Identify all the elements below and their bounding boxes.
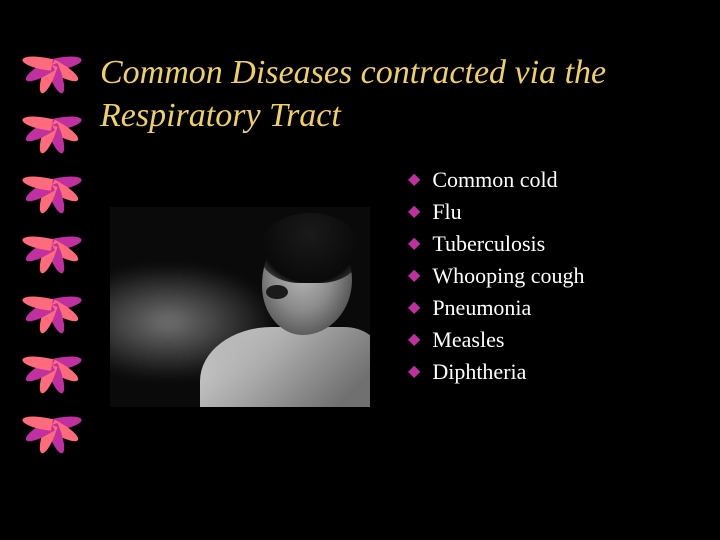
slide-title: Common Diseases contracted via the Respi…: [100, 52, 690, 137]
item-label: Common cold: [432, 167, 557, 193]
list-item: ◆ Whooping cough: [408, 263, 584, 289]
list-item: ◆ Common cold: [408, 167, 584, 193]
bullet-icon: ◆: [408, 236, 420, 252]
item-label: Measles: [432, 327, 504, 353]
fan-ornament: [18, 336, 74, 394]
list-item: ◆ Tuberculosis: [408, 231, 584, 257]
list-item: ◆ Measles: [408, 327, 584, 353]
decorative-fan-column: [18, 36, 74, 454]
item-label: Tuberculosis: [432, 231, 545, 257]
fan-ornament: [18, 216, 74, 274]
bullet-icon: ◆: [408, 172, 420, 188]
fan-ornament: [18, 396, 74, 454]
item-label: Whooping cough: [432, 263, 584, 289]
bullet-icon: ◆: [408, 268, 420, 284]
bullet-icon: ◆: [408, 204, 420, 220]
item-label: Diphtheria: [432, 359, 526, 385]
slide-body: ◆ Common cold ◆ Flu ◆ Tuberculosis ◆ Who…: [100, 167, 690, 407]
fan-ornament: [18, 96, 74, 154]
list-item: ◆ Pneumonia: [408, 295, 584, 321]
fan-ornament: [18, 276, 74, 334]
sneeze-photo: [110, 207, 370, 407]
bullet-icon: ◆: [408, 332, 420, 348]
list-item: ◆ Diphtheria: [408, 359, 584, 385]
bullet-icon: ◆: [408, 300, 420, 316]
item-label: Pneumonia: [432, 295, 531, 321]
list-item: ◆ Flu: [408, 199, 584, 225]
item-label: Flu: [432, 199, 461, 225]
fan-ornament: [18, 36, 74, 94]
bullet-icon: ◆: [408, 364, 420, 380]
slide-content: Common Diseases contracted via the Respi…: [100, 52, 690, 407]
disease-list: ◆ Common cold ◆ Flu ◆ Tuberculosis ◆ Who…: [408, 167, 584, 385]
fan-ornament: [18, 156, 74, 214]
